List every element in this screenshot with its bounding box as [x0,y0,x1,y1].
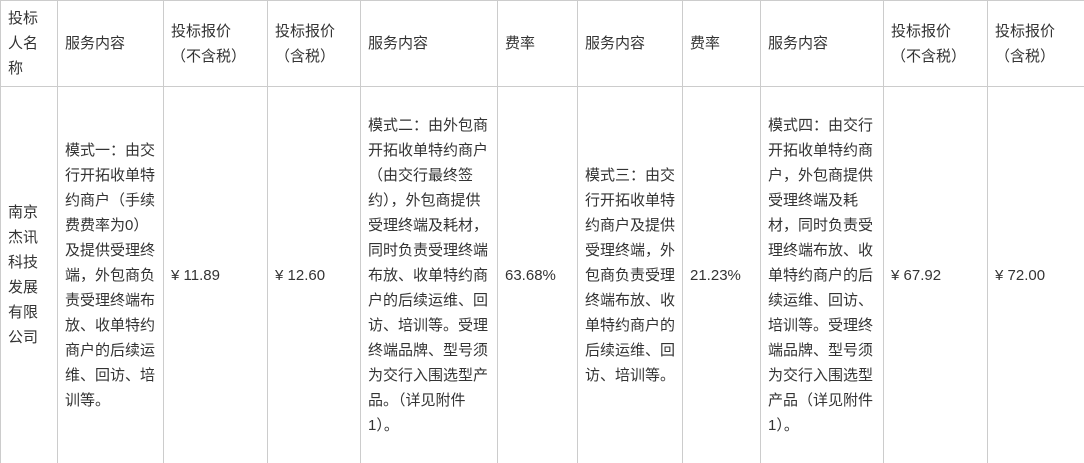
mode3-service-cell: 模式三：由交行开拓收单特约商户及提供受理终端，外包商负责受理终端布放、收单特约商… [577,86,683,463]
header-price-incl-tax-1: 投标报价 （含税） [267,0,361,87]
mode4-price-excl-tax-cell: ¥ 67.92 [883,86,988,463]
mode2-rate-cell: 63.68% [497,86,578,463]
mode4-service-cell: 模式四：由交行开拓收单特约商户，外包商提供受理终端及耗材，同时负责受理终端布放、… [760,86,884,463]
header-price-excl-tax-2: 投标报价 （不含税） [883,0,988,87]
table-row: 南京杰讯科技发展有限公司 模式一：由交行开拓收单特约商户（手续费费率为0）及提供… [0,86,1084,463]
mode2-service-cell: 模式二：由外包商开拓收单特约商户（由交行最终签约），外包商提供受理终端及耗材，同… [360,86,498,463]
header-service-content-3: 服务内容 [577,0,683,87]
header-price-excl-tax-1: 投标报价 （不含税） [163,0,268,87]
mode1-price-incl-tax-cell: ¥ 12.60 [267,86,361,463]
header-price-incl-tax-2: 投标报价 （含税） [987,0,1084,87]
mode3-rate-cell: 21.23% [682,86,761,463]
mode1-service-cell: 模式一：由交行开拓收单特约商户（手续费费率为0）及提供受理终端，外包商负责受理终… [57,86,164,463]
mode4-price-incl-tax-cell: ¥ 72.00 [987,86,1084,463]
mode1-price-excl-tax-cell: ¥ 11.89 [163,86,268,463]
bidder-name-cell: 南京杰讯科技发展有限公司 [0,86,58,463]
header-bidder-name: 投标人名称 [0,0,58,87]
header-rate-1: 费率 [497,0,578,87]
header-service-content-2: 服务内容 [360,0,498,87]
header-row: 投标人名称 服务内容 投标报价 （不含税） 投标报价 （含税） 服务内容 费率 … [0,0,1084,87]
header-rate-2: 费率 [682,0,761,87]
table-body: 南京杰讯科技发展有限公司 模式一：由交行开拓收单特约商户（手续费费率为0）及提供… [0,86,1084,463]
header-service-content-4: 服务内容 [760,0,884,87]
header-service-content-1: 服务内容 [57,0,164,87]
table-header: 投标人名称 服务内容 投标报价 （不含税） 投标报价 （含税） 服务内容 费率 … [0,0,1084,87]
